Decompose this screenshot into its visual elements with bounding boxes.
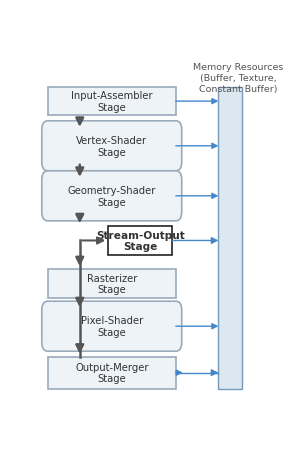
FancyBboxPatch shape bbox=[42, 301, 182, 351]
Text: Input-Assembler
Stage: Input-Assembler Stage bbox=[71, 91, 153, 113]
Text: Geometry-Shader
Stage: Geometry-Shader Stage bbox=[68, 186, 156, 207]
FancyBboxPatch shape bbox=[42, 171, 182, 221]
Text: Vertex-Shader
Stage: Vertex-Shader Stage bbox=[76, 136, 147, 157]
FancyBboxPatch shape bbox=[108, 227, 172, 255]
FancyBboxPatch shape bbox=[218, 88, 242, 389]
FancyBboxPatch shape bbox=[48, 269, 176, 298]
Text: Pixel-Shader
Stage: Pixel-Shader Stage bbox=[81, 316, 143, 337]
Text: Rasterizer
Stage: Rasterizer Stage bbox=[87, 273, 137, 294]
FancyBboxPatch shape bbox=[48, 357, 176, 389]
Text: Output-Merger
Stage: Output-Merger Stage bbox=[75, 362, 148, 384]
Text: Memory Resources
(Buffer, Texture,
Constant Buffer): Memory Resources (Buffer, Texture, Const… bbox=[193, 63, 284, 94]
FancyBboxPatch shape bbox=[48, 88, 176, 116]
Text: Stream-Output
Stage: Stream-Output Stage bbox=[96, 230, 185, 252]
FancyBboxPatch shape bbox=[42, 121, 182, 171]
